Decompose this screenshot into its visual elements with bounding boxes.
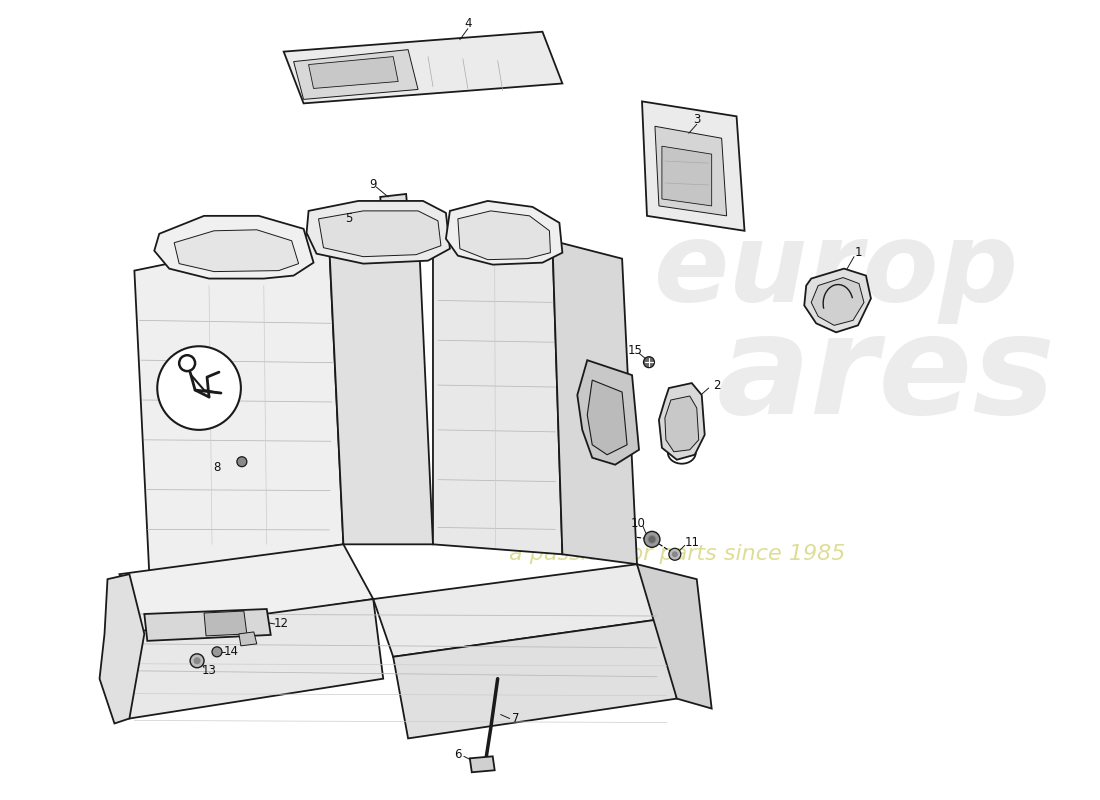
Polygon shape <box>284 32 562 103</box>
Polygon shape <box>587 380 627 454</box>
Polygon shape <box>642 102 745 230</box>
Text: 7: 7 <box>512 712 519 725</box>
Circle shape <box>648 535 656 543</box>
Text: 2: 2 <box>713 378 721 391</box>
Text: europ: europ <box>653 217 1019 324</box>
Polygon shape <box>204 611 246 636</box>
Circle shape <box>190 654 204 668</box>
Text: 4: 4 <box>464 18 472 30</box>
Polygon shape <box>811 278 864 326</box>
Circle shape <box>644 357 654 368</box>
Polygon shape <box>364 233 392 241</box>
Polygon shape <box>134 230 343 574</box>
Polygon shape <box>309 57 398 89</box>
Polygon shape <box>433 221 562 554</box>
Circle shape <box>672 551 678 558</box>
Polygon shape <box>654 126 727 216</box>
Polygon shape <box>381 194 408 219</box>
Polygon shape <box>552 241 637 564</box>
Text: 11: 11 <box>684 536 700 549</box>
Polygon shape <box>329 221 433 544</box>
Circle shape <box>212 647 222 657</box>
Polygon shape <box>664 396 698 452</box>
Polygon shape <box>120 544 373 634</box>
Text: 13: 13 <box>201 664 217 678</box>
Circle shape <box>644 531 660 547</box>
Polygon shape <box>120 599 383 718</box>
Polygon shape <box>144 609 271 641</box>
Polygon shape <box>373 564 662 657</box>
Polygon shape <box>470 756 495 772</box>
Text: 12: 12 <box>273 618 288 630</box>
Text: 9: 9 <box>370 178 377 190</box>
Polygon shape <box>458 211 550 260</box>
Text: 5: 5 <box>344 212 352 226</box>
Polygon shape <box>662 146 712 206</box>
Circle shape <box>194 658 200 664</box>
Polygon shape <box>393 619 676 738</box>
Polygon shape <box>637 564 712 709</box>
Polygon shape <box>294 50 418 99</box>
Polygon shape <box>174 230 298 271</box>
Circle shape <box>236 457 246 466</box>
Text: 8: 8 <box>213 461 221 474</box>
Text: a passion for parts since 1985: a passion for parts since 1985 <box>508 544 845 564</box>
Circle shape <box>669 548 681 560</box>
Circle shape <box>179 355 195 371</box>
Text: 3: 3 <box>693 113 701 126</box>
Polygon shape <box>364 246 392 254</box>
Polygon shape <box>659 383 705 460</box>
Text: 14: 14 <box>223 646 239 658</box>
Polygon shape <box>154 216 314 278</box>
Text: 1: 1 <box>855 246 861 259</box>
Polygon shape <box>359 223 398 268</box>
Polygon shape <box>446 201 562 265</box>
Polygon shape <box>99 574 144 723</box>
Polygon shape <box>319 211 441 257</box>
Polygon shape <box>239 632 256 646</box>
Polygon shape <box>307 201 450 264</box>
Text: 10: 10 <box>630 517 646 530</box>
Text: 6: 6 <box>454 748 462 761</box>
Text: 15: 15 <box>628 344 642 357</box>
Circle shape <box>157 346 241 430</box>
Polygon shape <box>804 269 871 332</box>
Text: ares: ares <box>716 308 1055 442</box>
Polygon shape <box>578 360 639 465</box>
